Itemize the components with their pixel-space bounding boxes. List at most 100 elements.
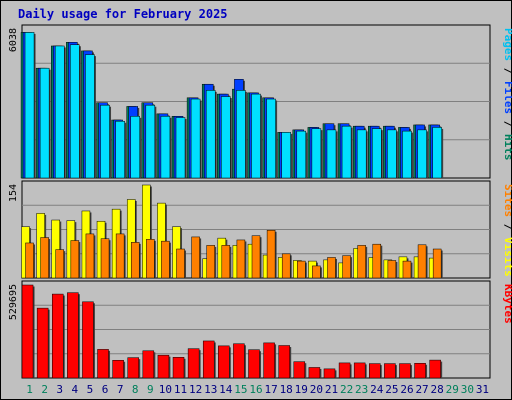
bar-kbytes-day-13	[202, 340, 215, 379]
bar-sites-day-23	[357, 245, 366, 279]
bar-kbytes-day-26	[399, 363, 411, 379]
bar-kbytes-day-12	[187, 348, 200, 379]
bar-kbytes-day-14	[218, 345, 230, 379]
bar-kbytes-day-6	[97, 349, 109, 379]
x-tick-label-day-9: 9	[147, 383, 154, 396]
bar-kbytes-day-5	[82, 301, 94, 379]
bar-pages-day-25	[387, 129, 397, 179]
bar-kbytes-day-1	[21, 284, 34, 379]
bar-sites-day-6	[100, 238, 110, 279]
bar-kbytes-day-28	[429, 359, 441, 379]
x-tick-label-day-18: 18	[280, 383, 293, 396]
bar-pages-day-16	[251, 93, 261, 179]
bar-kbytes-day-24	[369, 363, 381, 379]
bar-sites-day-20	[312, 265, 321, 279]
x-tick-label-day-17: 17	[264, 383, 277, 396]
bar-sites-day-28	[432, 248, 442, 279]
x-tick-label-day-21: 21	[325, 383, 338, 396]
bar-pages-day-26	[402, 130, 412, 179]
x-tick-label-day-13: 13	[204, 383, 217, 396]
bar-pages-day-15	[236, 90, 246, 179]
x-tick-label-day-27: 27	[415, 383, 428, 396]
bar-sites-day-4	[70, 240, 80, 279]
x-tick-label-day-5: 5	[87, 383, 94, 396]
bar-sites-day-18	[281, 253, 291, 279]
chart-title: Daily usage for February 2025	[18, 7, 228, 21]
bar-pages-day-24	[372, 128, 382, 179]
bar-pages-day-27	[417, 129, 427, 179]
bar-pages-day-9	[145, 104, 156, 179]
bar-kbytes-day-8	[127, 357, 139, 379]
bar-pages-day-8	[130, 116, 140, 179]
x-tick-label-day-15: 15	[234, 383, 247, 396]
panel-kbytes-legend: KBytes	[502, 284, 512, 324]
legend-entry-3: /	[502, 114, 512, 134]
bar-pages-day-1	[24, 32, 35, 179]
x-tick-label-day-4: 4	[72, 383, 79, 396]
bar-sites-day-7	[115, 233, 125, 279]
panel-requests-max-label: 6038	[8, 28, 19, 52]
bar-pages-day-17	[266, 98, 276, 179]
bar-kbytes-day-2	[36, 307, 49, 379]
bar-kbytes-day-17	[263, 342, 275, 379]
x-tick-label-day-23: 23	[355, 383, 368, 396]
legend-entry-2: Files	[502, 81, 512, 114]
bar-sites-day-3	[55, 249, 64, 279]
bar-pages-day-14	[221, 96, 231, 179]
bar-sites-day-2	[40, 237, 49, 279]
bar-pages-day-2	[39, 67, 50, 179]
x-tick-label-day-12: 12	[189, 383, 202, 396]
x-tick-label-day-6: 6	[102, 383, 109, 396]
x-tick-label-day-2: 2	[41, 383, 48, 396]
bar-pages-day-4	[70, 44, 80, 179]
x-tick-label-day-1: 1	[26, 383, 33, 396]
x-tick-label-day-25: 25	[385, 383, 398, 396]
bar-sites-day-16	[251, 235, 261, 279]
bar-pages-day-13	[205, 90, 216, 179]
bar-sites-day-21	[327, 257, 336, 279]
bar-sites-day-22	[342, 255, 351, 279]
bar-pages-day-21	[326, 129, 337, 179]
bar-sites-day-24	[372, 243, 382, 279]
bar-kbytes-day-20	[308, 367, 321, 379]
bar-sites-day-8	[130, 242, 140, 279]
bar-kbytes-day-27	[414, 363, 426, 379]
x-tick-label-day-28: 28	[431, 383, 444, 396]
panel-visits-max-label: 154	[8, 184, 19, 202]
bar-kbytes-day-19	[293, 361, 306, 379]
legend-entry-0: KBytes	[502, 284, 512, 324]
legend-entry-0: Sites	[502, 184, 512, 217]
bar-pages-day-20	[311, 128, 322, 179]
x-tick-label-day-14: 14	[219, 383, 233, 396]
bar-kbytes-day-4	[67, 292, 79, 379]
bar-pages-day-28	[432, 127, 442, 179]
bar-pages-day-19	[296, 130, 307, 179]
x-tick-label-day-11: 11	[174, 383, 187, 396]
x-tick-label-day-31: 31	[476, 383, 489, 396]
bar-kbytes-day-9	[142, 350, 155, 379]
bar-pages-day-6	[100, 104, 110, 179]
bar-sites-day-15	[236, 239, 246, 279]
x-tick-label-day-20: 20	[310, 383, 323, 396]
bar-sites-day-9	[146, 239, 155, 279]
x-tick-label-day-19: 19	[295, 383, 308, 396]
x-tick-label-day-3: 3	[56, 383, 63, 396]
bar-pages-day-3	[54, 45, 65, 179]
x-tick-label-day-7: 7	[117, 383, 124, 396]
bar-pages-day-5	[85, 54, 95, 179]
bar-kbytes-day-15	[233, 343, 245, 379]
x-tick-label-day-24: 24	[370, 383, 384, 396]
bar-sites-day-26	[402, 260, 412, 279]
legend-entry-0: Pages	[502, 28, 512, 61]
panel-visits-legend: Sites / Visits	[502, 184, 512, 277]
x-tick-label-day-26: 26	[400, 383, 413, 396]
bar-pages-day-7	[115, 120, 125, 179]
x-tick-label-day-16: 16	[249, 383, 262, 396]
bar-kbytes-day-7	[112, 360, 124, 379]
bar-kbytes-day-10	[157, 354, 170, 379]
bar-pages-day-23	[356, 129, 367, 179]
bar-sites-day-11	[176, 248, 185, 279]
bar-kbytes-day-21	[323, 368, 336, 379]
bar-sites-day-19	[297, 260, 306, 279]
